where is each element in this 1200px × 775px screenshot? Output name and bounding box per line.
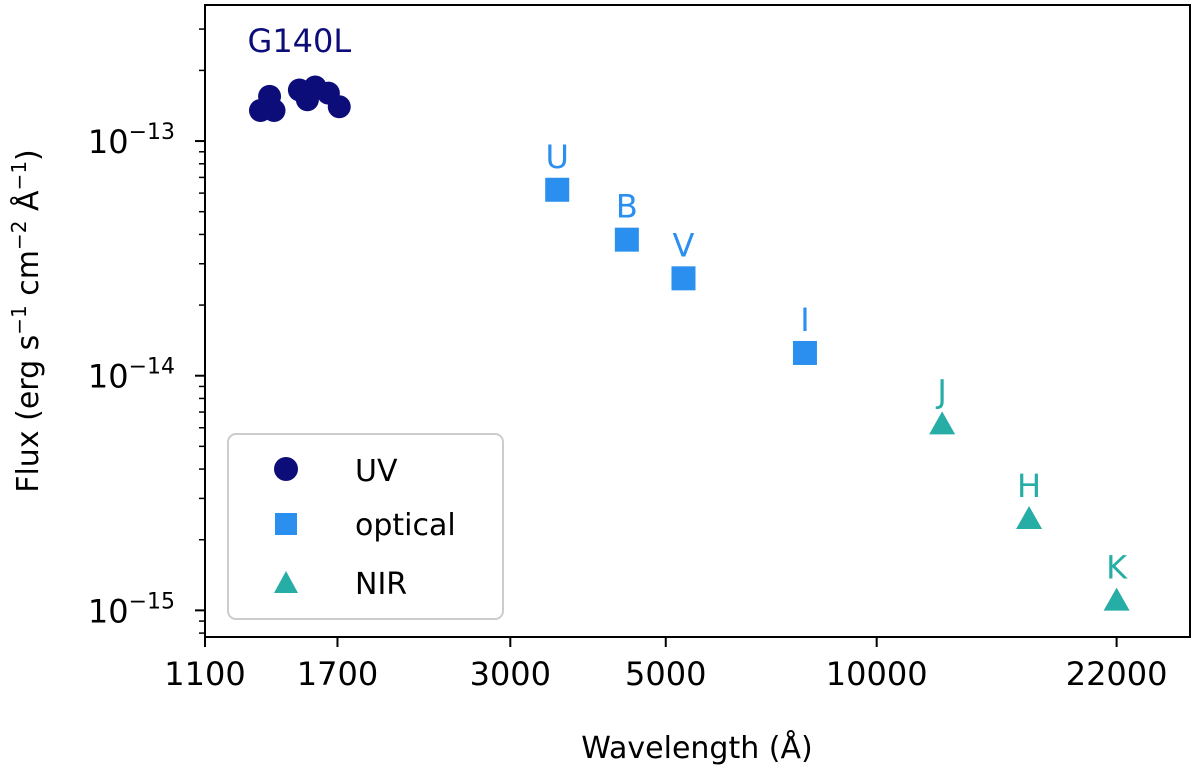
y-tick-label-−15: 10−15 (88, 589, 175, 630)
y-tick-label-−14: 10−14 (88, 355, 175, 396)
x-tick-label-5000: 5000 (625, 655, 706, 693)
legend-nir-marker-icon (274, 571, 298, 593)
x-tick-label-1700: 1700 (297, 655, 378, 693)
legend-uv-marker-icon (274, 457, 298, 481)
band-label-B: B (616, 188, 638, 226)
data-marks (248, 75, 1130, 611)
legend: UV optical NIR (227, 433, 504, 620)
y-tick-label-−13: 10−13 (88, 120, 175, 161)
NIR-point-2 (1103, 587, 1130, 611)
optical-point-0 (545, 177, 570, 202)
plot-frame (204, 4, 1191, 638)
band-label-I: I (800, 301, 809, 339)
band-label-V: V (673, 226, 695, 264)
UV-point-2 (262, 98, 286, 122)
NIR-point-1 (1016, 506, 1043, 530)
legend-optical-marker-icon (275, 513, 297, 535)
optical-point-3 (792, 340, 817, 365)
x-tick-label-10000: 10000 (826, 655, 928, 693)
band-label-H: H (1017, 467, 1041, 505)
x-tick-label-1100: 1100 (164, 655, 245, 693)
band-label-J: J (935, 372, 946, 410)
optical-point-1 (614, 227, 639, 252)
x-tick-label-3000: 3000 (470, 655, 551, 693)
point-labels: G140L U BV I J H K (248, 22, 1129, 587)
band-label-U: U (546, 138, 569, 176)
band-label-K: K (1106, 549, 1128, 587)
legend-optical-label: optical (355, 508, 456, 543)
x-tick-label-22000: 22000 (1066, 655, 1168, 693)
legend-nir-label: NIR (355, 567, 407, 602)
optical-point-2 (671, 266, 696, 291)
y-axis-title: Flux (erg s−1 cm−2 Å−1) (7, 149, 46, 493)
UV-point-7 (327, 95, 351, 119)
annotation-G140L: G140L (248, 22, 352, 60)
legend-box (227, 433, 504, 620)
x-axis-title: Wavelength (Å) (581, 730, 812, 766)
axis-ticks: 1100 1700 3000 5000 10000 22000 10−15 10−14 10−1… (88, 28, 1168, 693)
legend-uv-label: UV (355, 454, 398, 489)
NIR-point-0 (929, 411, 956, 435)
